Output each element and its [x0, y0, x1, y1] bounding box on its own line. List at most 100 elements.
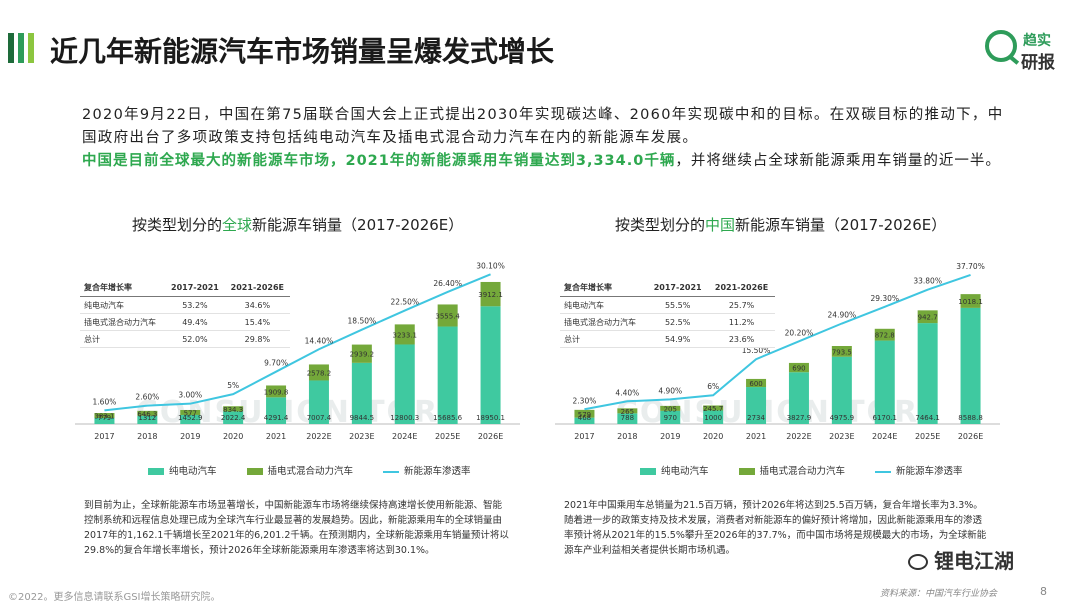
- page-number: 8: [1040, 585, 1047, 598]
- logo-line2: 研报: [1021, 53, 1055, 73]
- legend-line-rate: [383, 470, 400, 473]
- data-label-bev: 15685.6: [433, 414, 462, 422]
- rate-label: 15.50%: [742, 346, 771, 355]
- bar-bev: [574, 417, 595, 424]
- data-label-bev: 2734: [747, 414, 765, 422]
- data-label-phev: 2578.2: [307, 369, 332, 377]
- rate-label: 14.40%: [305, 336, 334, 345]
- data-label-phev: 600: [749, 380, 762, 388]
- table-cell: 插电式混合动力汽车: [560, 313, 648, 331]
- x-tick-label: 2021: [266, 432, 286, 441]
- legend-label: 插电式混合动力汽车: [267, 466, 354, 477]
- bar-bev: [308, 380, 329, 424]
- rate-label: 4.40%: [615, 388, 639, 397]
- table-cell: 55.5%: [647, 296, 709, 314]
- data-label-phev: 646.3: [137, 410, 157, 418]
- footer-copyright: ©2022。更多信息请联系GSI增长策略研究院。: [8, 592, 221, 603]
- legend-line-rate: [875, 470, 892, 473]
- legend-item-bev: 纯电动汽车: [148, 463, 217, 477]
- bar-phev: [703, 405, 724, 411]
- bar-phev: [137, 410, 158, 416]
- bar-bev: [874, 340, 895, 424]
- left-title-post: 新能源车销量（2017-2026E）: [252, 216, 464, 234]
- page-title: 近几年新能源汽车市场销量呈爆发式增长: [50, 35, 555, 68]
- bar-phev: [223, 406, 244, 412]
- rate-label: 33.80%: [913, 277, 942, 286]
- x-tick-label: 2017: [94, 432, 114, 441]
- table-row: 插电式混合动力汽车 52.5% 11.2%: [560, 313, 775, 331]
- bar-bev: [480, 306, 501, 424]
- rate-label: 18.50%: [348, 317, 377, 326]
- table-cell: 25.7%: [708, 296, 775, 314]
- table-row: 总计 52.0% 29.8%: [80, 330, 290, 348]
- highlight-paragraph: 中国是目前全球最大的新能源车市场，2021年的新能源乘用车销量达到3,334.0…: [82, 150, 1012, 173]
- data-label-bev: 3827.9: [787, 414, 812, 422]
- data-label-bev: 4975.9: [830, 414, 855, 422]
- bar-bev: [746, 387, 767, 424]
- table-header-row: 复合年增长率 2017-2021 2021-2026E: [80, 279, 290, 297]
- bar-phev: [394, 324, 415, 345]
- right-title-post: 新能源车销量（2017-2026E）: [735, 216, 947, 234]
- data-label-phev: 205: [664, 405, 677, 413]
- table-row: 纯电动汽车 53.2% 34.6%: [80, 296, 290, 314]
- bar-bev: [960, 307, 981, 424]
- left-chart-title: 按类型划分的全球新能源车销量（2017-2026E）: [132, 214, 463, 235]
- data-label-bev: 970: [664, 414, 677, 422]
- data-label-phev: 2939.2: [350, 351, 375, 359]
- table-header-cell: 2021-2026E: [224, 279, 290, 297]
- highlight-text: 中国是目前全球最大的新能源车市场，2021年的新能源乘用车销量达到3,334.0…: [82, 153, 676, 169]
- bar-bev: [180, 414, 201, 424]
- table-header-cell: 复合年增长率: [80, 279, 166, 297]
- data-label-bev: 7007.4: [307, 414, 332, 422]
- table-cell: 53.2%: [165, 296, 225, 314]
- data-label-bev: 1312: [138, 414, 156, 422]
- bar-phev: [831, 346, 852, 357]
- bar-bev: [703, 410, 724, 424]
- legend-swatch-phev: [738, 468, 755, 475]
- right-title-pre: 按类型划分的: [615, 216, 706, 234]
- data-label-phev: 872.8: [875, 332, 895, 340]
- left-cagr-table: 复合年增长率 2017-2021 2021-2026E 纯电动汽车 53.2% 34…: [80, 279, 290, 348]
- bar-bev: [917, 323, 938, 424]
- rate-label: 29.30%: [870, 294, 899, 303]
- bar-phev: [617, 408, 638, 414]
- x-tick-label: 2023E: [829, 432, 854, 441]
- legend-label: 纯电动汽车: [169, 466, 217, 477]
- data-label-bev: 1000: [704, 414, 722, 422]
- rate-label: 1.60%: [93, 397, 117, 406]
- legend-item-bev: 纯电动汽车: [640, 463, 709, 477]
- data-label-phev: 383.1: [94, 413, 114, 421]
- bar-bev: [788, 372, 809, 424]
- bar-phev: [266, 385, 287, 398]
- data-label-bev: 2022.4: [221, 414, 246, 422]
- legend-item-rate: 新能源车渗透率: [383, 463, 471, 477]
- bar-phev: [437, 304, 458, 327]
- legend-swatch-phev: [246, 468, 263, 475]
- rate-label: 2.30%: [573, 396, 597, 405]
- bar-phev: [788, 362, 809, 373]
- title-accent-bar-1: [8, 33, 14, 63]
- table-cell: 插电式混合动力汽车: [80, 313, 166, 331]
- data-label-phev: 3555.4: [435, 313, 460, 321]
- data-label-phev: 1909.8: [264, 388, 289, 396]
- data-label-phev: 1018.1: [958, 298, 983, 306]
- rate-label: 20.20%: [785, 328, 814, 337]
- bar-phev: [960, 294, 981, 308]
- table-cell: 纯电动汽车: [560, 296, 648, 314]
- x-tick-label: 2020: [223, 432, 243, 441]
- table-cell: 总计: [80, 330, 166, 348]
- right-chart-note: 2021年中国乘用车总销量为21.5百万辆，预计2026年将达到25.5百万辆，…: [564, 500, 987, 556]
- bar-phev: [746, 378, 767, 388]
- bar-phev: [351, 344, 372, 363]
- bar-bev: [660, 410, 681, 424]
- rate-label: 4.90%: [658, 386, 682, 395]
- data-label-bev: 18950.1: [476, 414, 505, 422]
- left-chart-note: 到目前为止，全球新能源车市场显著增长，中国新能源车市场将继续保持高速增长使用新能…: [84, 500, 509, 556]
- bar-bev: [94, 418, 115, 424]
- title-accent-bar-2: [18, 33, 24, 63]
- data-label-phev: 265: [621, 408, 634, 416]
- x-tick-label: 2021: [746, 432, 766, 441]
- data-label-bev: 7464.1: [915, 414, 940, 422]
- legend-item-phev: 插电式混合动力汽车: [246, 463, 354, 477]
- data-label-phev: 577: [184, 409, 197, 417]
